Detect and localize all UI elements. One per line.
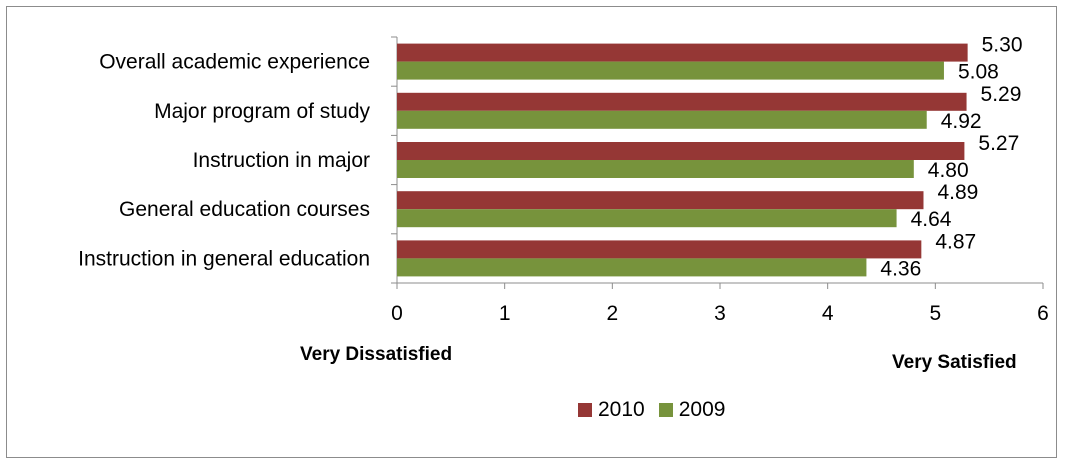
- bar-2009: [397, 61, 944, 80]
- x-tick-label: 3: [714, 302, 726, 325]
- bar-2010: [397, 92, 967, 111]
- bar-2009: [397, 209, 897, 228]
- legend-swatch-2010: [578, 403, 592, 417]
- bars: [397, 43, 968, 277]
- data-label-2009: 4.80: [928, 159, 969, 182]
- data-label-2009: 4.64: [911, 208, 952, 231]
- x-tick-label: 4: [822, 302, 834, 325]
- data-label-2010: 4.87: [935, 230, 976, 253]
- bar-2009: [397, 110, 927, 129]
- category-label: Overall academic experience: [99, 51, 370, 74]
- x-tick-label: 2: [606, 302, 618, 325]
- category-label: General education courses: [119, 198, 370, 221]
- legend-swatch-2009: [658, 403, 673, 417]
- data-label-2009: 4.92: [941, 110, 982, 133]
- x-tick-label: 5: [929, 302, 941, 325]
- category-label: Major program of study: [154, 100, 370, 123]
- data-label-2010: 5.29: [981, 83, 1022, 106]
- x-tick-label: 1: [499, 302, 511, 325]
- data-label-2010: 4.89: [937, 181, 978, 204]
- category-label: Instruction in major: [193, 149, 370, 172]
- bar-2010: [397, 142, 965, 160]
- data-label-2009: 5.08: [958, 61, 999, 84]
- x-tick-label: 0: [391, 302, 403, 325]
- bar-2010: [397, 240, 922, 259]
- bar-2009: [397, 160, 914, 178]
- data-label-2010: 5.27: [978, 132, 1019, 155]
- bar-2010: [397, 43, 968, 62]
- x-tick-label: 6: [1037, 302, 1049, 325]
- legend-item-2009: 2009: [658, 398, 726, 422]
- axis-label-right: Very Satisfied: [892, 352, 1017, 373]
- bar-2010: [397, 191, 924, 210]
- legend-label-2009: 2009: [678, 398, 726, 421]
- data-label-2009: 4.36: [880, 257, 921, 280]
- axis-label-left: Very Dissatisfied: [300, 344, 453, 365]
- data-label-2010: 5.30: [982, 34, 1023, 57]
- bar-2009: [397, 258, 867, 277]
- legend-item-2010: 2010: [578, 398, 645, 422]
- labels: Overall academic experience 5.30 5.08 Major…: [78, 34, 1022, 281]
- category-label: Instruction in general education: [78, 247, 370, 270]
- chart-frame: [6, 6, 1057, 458]
- legend-label-2010: 2010: [598, 398, 645, 421]
- legend: 2010 2009: [578, 398, 739, 422]
